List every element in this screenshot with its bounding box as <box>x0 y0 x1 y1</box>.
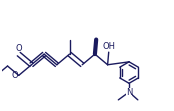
Text: OH: OH <box>102 42 115 51</box>
Text: N: N <box>126 88 132 97</box>
Text: O: O <box>11 71 18 80</box>
Text: O: O <box>15 44 22 53</box>
